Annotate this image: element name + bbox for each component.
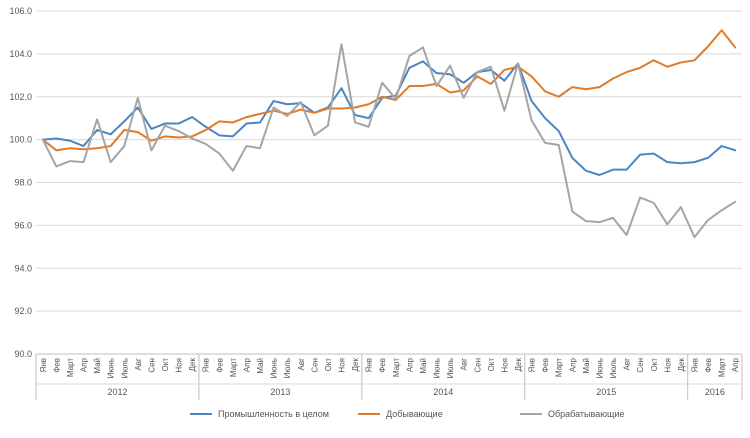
legend-label: Обрабатывающие [548, 409, 624, 419]
year-label: 2012 [107, 387, 127, 397]
x-tick-label: Май [256, 358, 265, 374]
legend-label: Промышленность в целом [218, 409, 329, 419]
x-tick-label: Июль [283, 358, 292, 378]
x-tick-label: Окт [487, 358, 496, 372]
x-tick-label: Апр [80, 357, 89, 372]
x-tick-label: Ноя [337, 358, 346, 373]
x-tick-label: Ноя [500, 358, 509, 373]
x-tick-label: Янв [202, 358, 211, 372]
x-tick-label: Сен [310, 358, 319, 373]
x-tick-label: Фев [378, 358, 387, 373]
y-tick-label: 94.0 [14, 263, 32, 273]
y-tick-label: 92.0 [14, 306, 32, 316]
x-tick-label: Апр [731, 357, 740, 372]
x-tick-label: Ноя [663, 358, 672, 373]
x-tick-label: Ноя [175, 358, 184, 373]
x-tick-label: Окт [650, 358, 659, 372]
x-tick-label: Март [392, 358, 401, 377]
x-tick-label: Март [66, 358, 75, 377]
x-tick-label: Янв [528, 358, 537, 372]
x-tick-label: Янв [690, 358, 699, 372]
x-tick-label: Июль [609, 358, 618, 378]
x-tick-label: Март [718, 358, 727, 377]
x-tick-label: Авг [460, 358, 469, 371]
x-tick-label: Март [555, 358, 564, 377]
x-tick-label: Окт [161, 358, 170, 372]
x-tick-label: Март [229, 358, 238, 377]
year-label: 2013 [270, 387, 290, 397]
x-tick-label: Янв [39, 358, 48, 372]
x-tick-label: Дек [677, 358, 686, 372]
x-tick-label: Авг [623, 358, 632, 371]
x-tick-label: Фев [215, 358, 224, 373]
y-tick-label: 100.0 [9, 135, 32, 145]
x-tick-label: Апр [405, 357, 414, 372]
x-tick-label: Сен [473, 358, 482, 373]
x-tick-label: Апр [242, 357, 251, 372]
y-tick-label: 98.0 [14, 178, 32, 188]
year-label: 2016 [705, 387, 725, 397]
x-tick-label: Авг [297, 358, 306, 371]
y-tick-label: 104.0 [9, 49, 32, 59]
x-tick-label: Фев [541, 358, 550, 373]
x-tick-label: Май [582, 358, 591, 374]
series-line [41, 60, 737, 176]
x-tick-label: Июнь [107, 358, 116, 378]
x-tick-label: Июль [446, 358, 455, 378]
y-tick-label: 102.0 [9, 92, 32, 102]
year-label: 2014 [433, 387, 453, 397]
legend-label: Добывающие [386, 409, 443, 419]
x-tick-label: Сен [147, 358, 156, 373]
year-label: 2015 [596, 387, 616, 397]
x-tick-label: Авг [134, 358, 143, 371]
x-tick-label: Дек [351, 358, 360, 372]
x-tick-label: Июнь [270, 358, 279, 378]
series-line [41, 43, 737, 239]
y-tick-label: 106.0 [9, 6, 32, 16]
y-tick-label: 96.0 [14, 220, 32, 230]
x-tick-label: Май [419, 358, 428, 374]
x-tick-label: Сен [636, 358, 645, 373]
x-tick-label: Янв [365, 358, 374, 372]
x-tick-label: Дек [514, 358, 523, 372]
x-tick-label: Июнь [433, 358, 442, 378]
x-tick-label: Июнь [595, 358, 604, 378]
x-tick-label: Фев [704, 358, 713, 373]
x-tick-label: Июль [120, 358, 129, 378]
x-tick-label: Фев [52, 358, 61, 373]
x-tick-label: Апр [568, 357, 577, 372]
x-tick-label: Май [93, 358, 102, 374]
y-tick-label: 90.0 [14, 349, 32, 359]
x-tick-label: Дек [188, 358, 197, 372]
x-tick-label: Окт [324, 358, 333, 372]
